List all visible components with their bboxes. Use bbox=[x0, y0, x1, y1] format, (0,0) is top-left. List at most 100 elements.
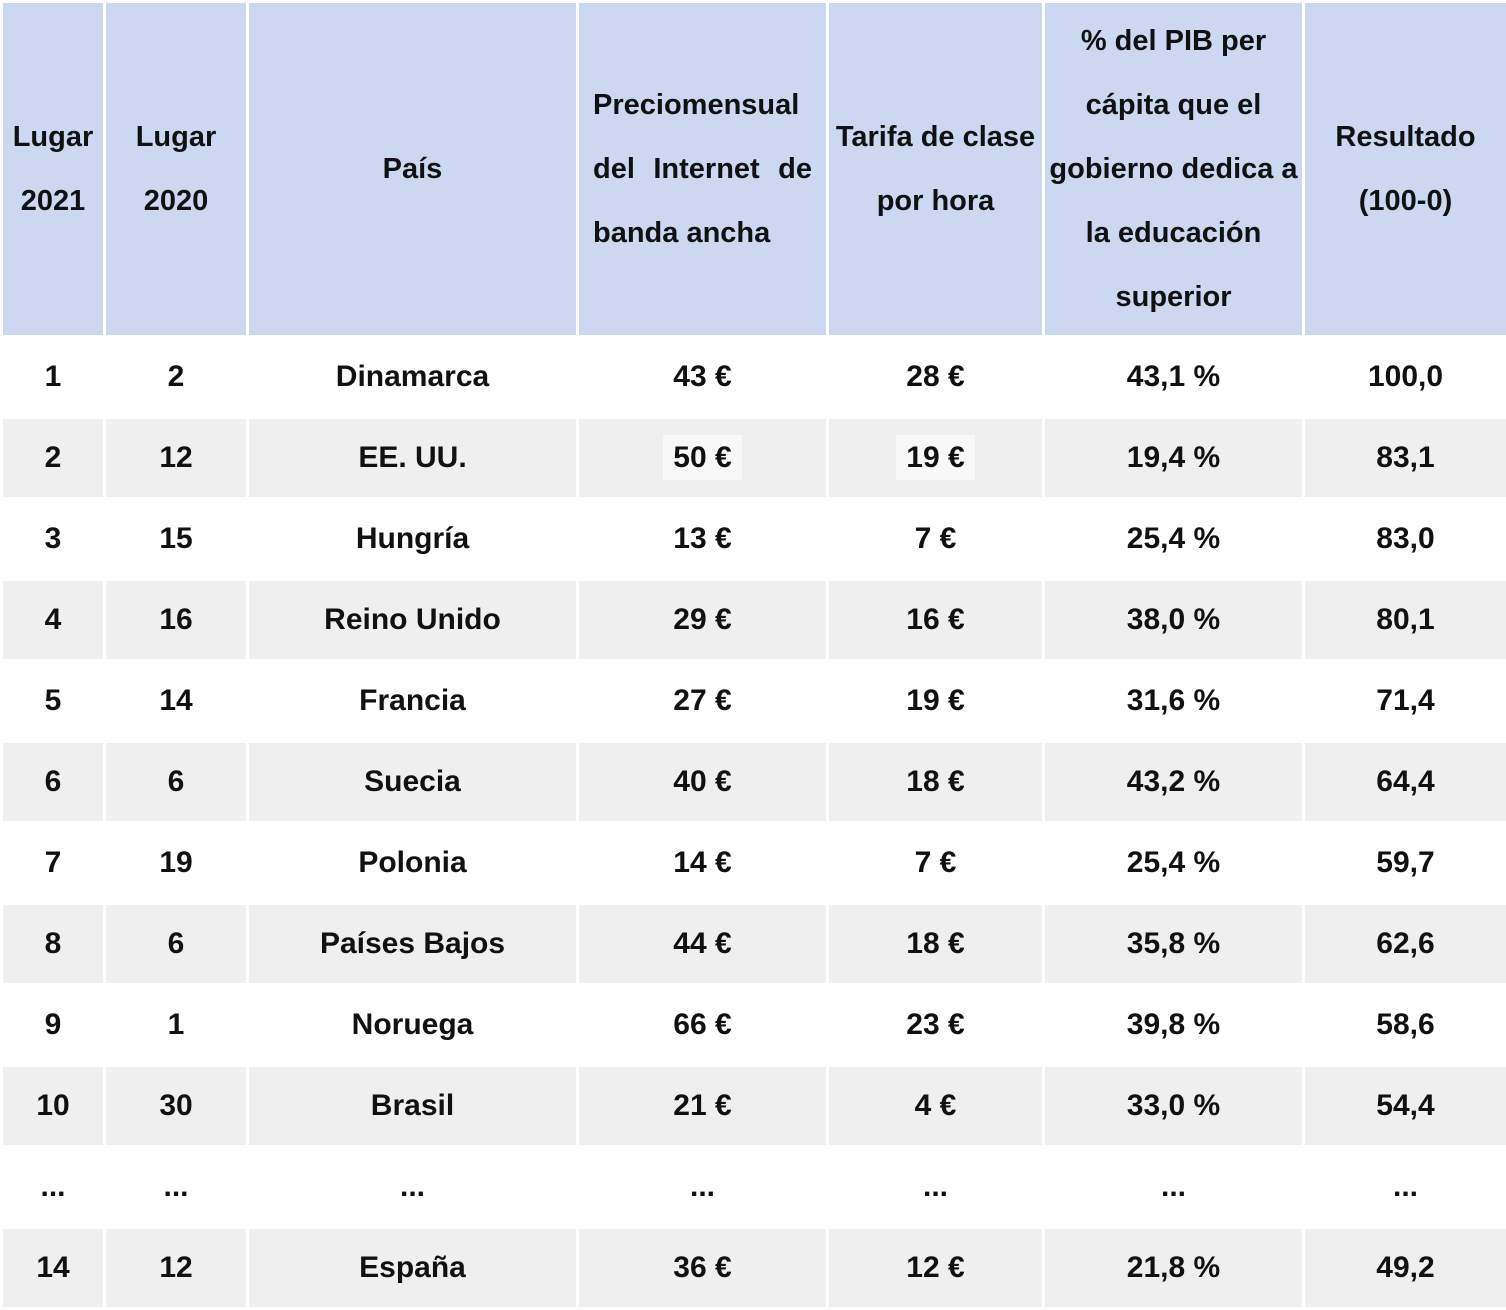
cell-pib-educacion: 25,4 % bbox=[1045, 500, 1302, 578]
cell-value: 3 bbox=[44, 522, 62, 555]
cell-value: 44 € bbox=[673, 927, 732, 960]
cell-value: 43 € bbox=[673, 360, 732, 393]
cell-value: 36 € bbox=[673, 1251, 732, 1284]
cell-value: Dinamarca bbox=[335, 360, 490, 393]
cell-value: 16 € bbox=[906, 603, 965, 636]
cell-lugar-2020: 15 bbox=[106, 500, 246, 578]
cell-value: 18 € bbox=[906, 765, 965, 798]
header-row: Lugar 2021 Lugar 2020 País Preciomensual del In… bbox=[3, 3, 1506, 335]
cell-value: 8 bbox=[44, 927, 62, 960]
cell-value: Hungría bbox=[355, 522, 470, 555]
column-header-pais: País bbox=[249, 3, 576, 335]
cell-tarifa-clase: 12 € bbox=[829, 1229, 1042, 1307]
cell-value: 7 € bbox=[914, 522, 957, 555]
cell-value: Suecia bbox=[364, 765, 461, 798]
cell-value: 9 bbox=[44, 1008, 62, 1041]
cell-lugar-2020: 1 bbox=[106, 986, 246, 1064]
cell-value: 7 € bbox=[914, 846, 957, 879]
cell-lugar-2021: 1 bbox=[3, 338, 103, 416]
cell-pib-educacion: 25,4 % bbox=[1045, 824, 1302, 902]
cell-value: 19 € bbox=[906, 684, 965, 717]
cell-value: ... bbox=[1160, 1170, 1186, 1203]
column-header-label: Lugar 2020 bbox=[135, 121, 217, 217]
column-header-tarifa-clase: Tarifa de clase por hora bbox=[829, 3, 1042, 335]
cell-value: ... bbox=[1392, 1170, 1418, 1203]
cell-value: 33,0 % bbox=[1126, 1089, 1221, 1122]
cell-lugar-2020: 14 bbox=[106, 662, 246, 740]
cell-value: 14 € bbox=[673, 846, 732, 879]
cell-pais: Hungría bbox=[249, 500, 576, 578]
cell-resultado: 64,4 bbox=[1305, 743, 1506, 821]
cell-value: Brasil bbox=[370, 1089, 455, 1122]
cell-pais: Brasil bbox=[249, 1067, 576, 1145]
cell-value: 35,8 % bbox=[1126, 927, 1221, 960]
cell-lugar-2021: 4 bbox=[3, 581, 103, 659]
cell-value: 13 € bbox=[673, 522, 732, 555]
table-row: 1 2 Dinamarca 43 € 28 € 43,1 % 100,0 bbox=[3, 338, 1506, 416]
cell-value: 1 bbox=[167, 1008, 185, 1041]
cell-value: Noruega bbox=[351, 1008, 474, 1041]
cell-precio-mensual: 66 € bbox=[579, 986, 826, 1064]
cell-tarifa-clase: 18 € bbox=[829, 743, 1042, 821]
cell-lugar-2021: 8 bbox=[3, 905, 103, 983]
cell-resultado: 100,0 bbox=[1305, 338, 1506, 416]
cell-pib-educacion: 39,8 % bbox=[1045, 986, 1302, 1064]
cell-tarifa-clase: ... bbox=[829, 1148, 1042, 1226]
cell-value: 4 € bbox=[914, 1089, 957, 1122]
cell-value: 49,2 bbox=[1376, 1251, 1435, 1284]
cell-precio-mensual: 50 € bbox=[579, 419, 826, 497]
cell-value: EE. UU. bbox=[358, 441, 467, 474]
table-header: Lugar 2021 Lugar 2020 País Preciomensual del In… bbox=[3, 3, 1506, 335]
table-row: 7 19 Polonia 14 € 7 € 25,4 % 59,7 bbox=[3, 824, 1506, 902]
cell-value: 6 bbox=[167, 765, 185, 798]
cell-lugar-2021: 5 bbox=[3, 662, 103, 740]
cell-value: 2 bbox=[167, 360, 185, 393]
cell-lugar-2021: 7 bbox=[3, 824, 103, 902]
cell-pais: Dinamarca bbox=[249, 338, 576, 416]
cell-value: España bbox=[359, 1251, 466, 1284]
cell-resultado: ... bbox=[1305, 1148, 1506, 1226]
column-header-label: Resultado (100-0) bbox=[1335, 121, 1476, 217]
column-header-label: Preciomensual del Internet de banda ancha bbox=[593, 89, 812, 249]
table-row: 2 12 EE. UU. 50 € 19 € 19,4 % 83,1 bbox=[3, 419, 1506, 497]
cell-pais: Reino Unido bbox=[249, 581, 576, 659]
cell-value: 30 bbox=[159, 1089, 193, 1122]
cell-resultado: 80,1 bbox=[1305, 581, 1506, 659]
cell-pib-educacion: 38,0 % bbox=[1045, 581, 1302, 659]
cell-value: 15 bbox=[159, 522, 193, 555]
cell-lugar-2021: 10 bbox=[3, 1067, 103, 1145]
table-row: 3 15 Hungría 13 € 7 € 25,4 % 83,0 bbox=[3, 500, 1506, 578]
cell-value: 12 bbox=[159, 1251, 193, 1284]
cell-value: 43,2 % bbox=[1126, 765, 1221, 798]
cell-pib-educacion: ... bbox=[1045, 1148, 1302, 1226]
cell-pais: Países Bajos bbox=[249, 905, 576, 983]
cell-value: 14 bbox=[159, 684, 193, 717]
cell-lugar-2020: 30 bbox=[106, 1067, 246, 1145]
cell-tarifa-clase: 16 € bbox=[829, 581, 1042, 659]
cell-value: ... bbox=[163, 1170, 189, 1203]
cell-pais: Suecia bbox=[249, 743, 576, 821]
cell-value: 38,0 % bbox=[1126, 603, 1221, 636]
cell-value: 7 bbox=[44, 846, 62, 879]
cell-value: 100,0 bbox=[1367, 360, 1444, 393]
cell-precio-mensual: 43 € bbox=[579, 338, 826, 416]
cell-value: 2 bbox=[44, 441, 62, 474]
cell-value: 83,1 bbox=[1376, 441, 1435, 474]
cell-value: 50 € bbox=[663, 435, 742, 480]
cell-value: 4 bbox=[44, 603, 62, 636]
column-header-label: País bbox=[382, 153, 443, 185]
table-row: 10 30 Brasil 21 € 4 € 33,0 % 54,4 bbox=[3, 1067, 1506, 1145]
cell-value: 5 bbox=[44, 684, 62, 717]
cell-value: 71,4 bbox=[1376, 684, 1435, 717]
cell-value: 6 bbox=[167, 927, 185, 960]
table-row: 5 14 Francia 27 € 19 € 31,6 % 71,4 bbox=[3, 662, 1506, 740]
cell-value: ... bbox=[922, 1170, 948, 1203]
column-header-label: % del PIB per cápita que el gobierno dedic… bbox=[1049, 25, 1298, 313]
cell-value: 28 € bbox=[906, 360, 965, 393]
column-header-label: Lugar 2021 bbox=[12, 121, 94, 217]
column-header-precio-mensual: Preciomensual del Internet de banda ancha bbox=[579, 3, 826, 335]
cell-value: Polonia bbox=[358, 846, 467, 879]
cell-value: 19,4 % bbox=[1126, 441, 1221, 474]
column-header-lugar-2020: Lugar 2020 bbox=[106, 3, 246, 335]
cell-lugar-2021: 2 bbox=[3, 419, 103, 497]
